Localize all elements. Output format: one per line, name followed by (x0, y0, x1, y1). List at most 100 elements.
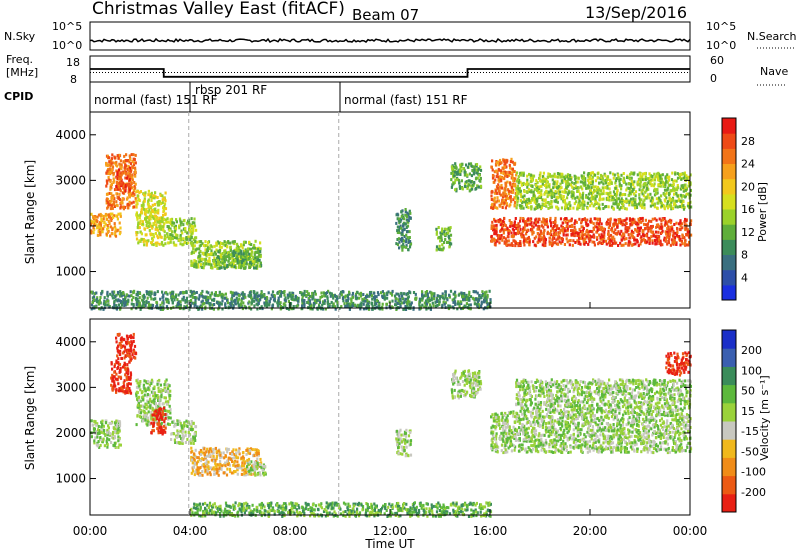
data-cell (171, 237, 174, 241)
data-cell (658, 175, 662, 178)
data-cell (471, 169, 474, 172)
data-cell (244, 260, 247, 264)
data-cell (670, 178, 674, 182)
data-cell (637, 244, 640, 248)
data-cell (665, 221, 668, 225)
data-cell (553, 172, 556, 176)
data-cell (308, 304, 311, 308)
data-cell (493, 203, 496, 207)
data-cell (153, 293, 157, 297)
data-cell (589, 173, 592, 177)
data-cell (116, 154, 119, 158)
data-cell (530, 227, 533, 231)
data-cell (580, 221, 583, 225)
data-cell (187, 221, 190, 225)
data-cell (522, 219, 525, 223)
data-cell (199, 254, 202, 258)
data-cell (213, 250, 216, 254)
data-cell (688, 193, 691, 197)
data-cell (260, 305, 263, 309)
data-cell (572, 206, 575, 210)
data-cell (490, 204, 493, 207)
data-cell (175, 305, 178, 309)
data-cell (199, 250, 202, 253)
data-cell (559, 217, 563, 221)
data-cell (423, 301, 426, 305)
data-cell (221, 292, 224, 296)
data-cell (520, 193, 523, 196)
data-cell (621, 232, 625, 236)
data-cell (113, 197, 116, 201)
data-cell (190, 236, 193, 239)
data-cell (624, 207, 627, 211)
data-cell (276, 301, 279, 305)
data-cell (503, 177, 506, 181)
data-cell (174, 293, 178, 297)
data-cell (669, 221, 672, 225)
data-cell (556, 186, 559, 190)
data-cell (659, 199, 662, 203)
data-cell (150, 241, 153, 245)
data-cell (112, 215, 115, 219)
data-cell (371, 297, 374, 301)
data-cell (558, 190, 561, 194)
data-cell (525, 220, 528, 224)
data-cell (161, 194, 164, 198)
data-cell (661, 180, 664, 184)
data-cell (163, 234, 166, 238)
data-cell (502, 193, 505, 197)
data-cell (544, 198, 547, 202)
data-cell (287, 300, 290, 303)
data-cell (418, 297, 421, 301)
data-cell (391, 299, 394, 303)
data-cell (95, 291, 98, 295)
data-cell (521, 195, 524, 199)
data-cell (120, 201, 123, 205)
data-cell (569, 239, 572, 242)
data-cell (223, 266, 226, 270)
data-cell (655, 197, 658, 201)
data-cell (521, 200, 524, 204)
data-cell (253, 243, 256, 247)
data-cell (235, 255, 238, 259)
data-cell (535, 189, 539, 193)
data-cell (206, 244, 209, 248)
data-cell (508, 192, 511, 196)
data-cell (639, 175, 642, 178)
data-cell (408, 230, 411, 234)
data-cell (93, 216, 96, 220)
data-cell (299, 291, 302, 294)
data-cell (130, 168, 133, 172)
data-cell (512, 188, 515, 192)
data-cell (134, 171, 137, 174)
data-cell (452, 300, 455, 304)
data-cell (256, 291, 259, 295)
data-cell (253, 246, 256, 250)
data-cell (615, 192, 618, 196)
data-cell (175, 236, 178, 240)
data-cell (358, 305, 361, 309)
data-cell (614, 202, 617, 206)
data-cell (107, 170, 111, 174)
data-cell (145, 224, 148, 227)
data-cell (607, 230, 610, 233)
data-cell (601, 186, 604, 190)
data-cell (677, 186, 680, 190)
data-cell (596, 191, 599, 195)
data-cell (138, 222, 141, 226)
data-cell (455, 172, 458, 176)
data-cell (564, 202, 567, 206)
data-cell (500, 202, 503, 206)
data-cell (590, 191, 593, 195)
data-cell (128, 154, 131, 158)
data-cell (457, 302, 460, 306)
data-cell (400, 210, 403, 214)
data-cell (571, 185, 574, 189)
data-cell (573, 225, 576, 229)
data-cell (683, 223, 686, 227)
data-cell (496, 186, 499, 190)
data-cell (538, 187, 541, 191)
cpid-segment-1: normal (fast) 151 RF (94, 93, 218, 107)
data-cell (580, 185, 583, 189)
data-cell (530, 176, 533, 180)
